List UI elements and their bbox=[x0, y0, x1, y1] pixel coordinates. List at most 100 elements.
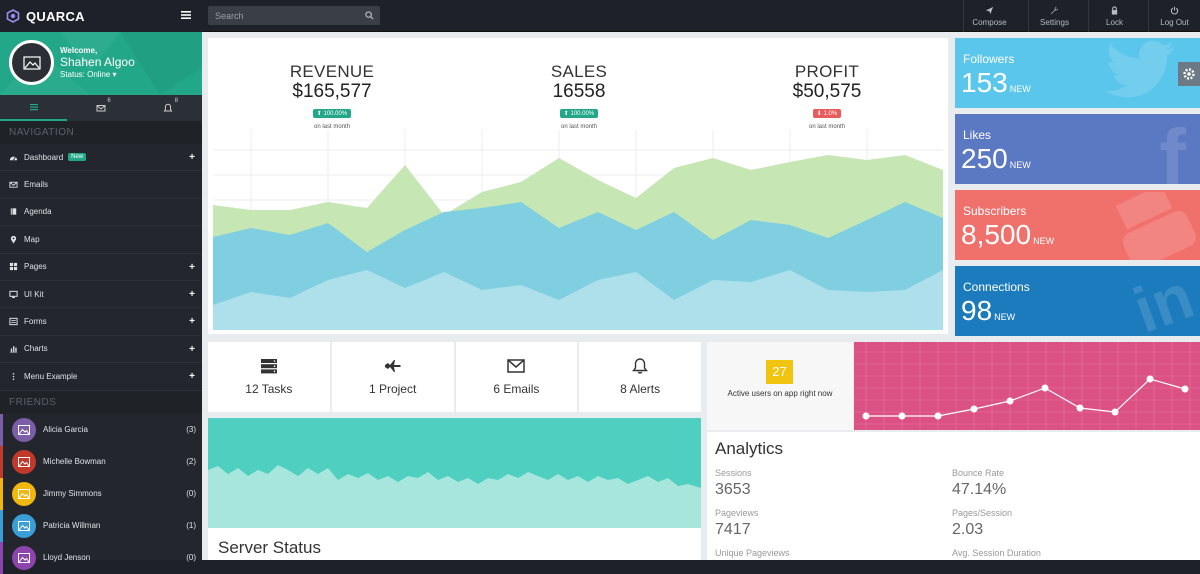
plus-icon[interactable]: + bbox=[189, 261, 195, 273]
friend-count: (2) bbox=[186, 457, 196, 467]
stat-title: PROFIT bbox=[794, 62, 860, 81]
tasks-tile[interactable]: 12 Tasks bbox=[208, 342, 330, 412]
jet-icon bbox=[384, 360, 401, 372]
plus-icon[interactable]: + bbox=[189, 371, 195, 383]
pages-icon bbox=[9, 263, 18, 271]
compose-button[interactable]: Compose bbox=[963, 0, 1015, 32]
area-series-lightblue bbox=[213, 270, 943, 330]
change-value: 1.0% bbox=[823, 111, 838, 117]
map-marker-icon bbox=[10, 235, 17, 244]
activity-line bbox=[866, 378, 1186, 417]
bounce-rate-label: Bounce Rate bbox=[952, 468, 1005, 478]
data-point[interactable] bbox=[1111, 408, 1119, 416]
sidebar-item-dashboard[interactable]: Dashboard New + bbox=[0, 144, 202, 172]
active-users-count: 27 bbox=[766, 360, 793, 384]
data-point[interactable] bbox=[862, 412, 870, 420]
sidebar-item-menu-example[interactable]: Menu Example + bbox=[0, 363, 202, 391]
brand[interactable]: QUARCA bbox=[0, 0, 202, 32]
sidebar-item-label: Menu Example bbox=[24, 371, 78, 381]
plus-icon[interactable]: + bbox=[189, 343, 195, 355]
data-point[interactable] bbox=[1076, 404, 1084, 412]
likes-card[interactable]: f Likes 250 NEW bbox=[955, 114, 1200, 184]
data-point[interactable] bbox=[1006, 397, 1014, 405]
image-icon bbox=[18, 552, 30, 563]
pageviews-label: Pageviews bbox=[715, 508, 759, 518]
tab-navigation[interactable] bbox=[0, 95, 68, 121]
friend-item[interactable]: Patricia Willman (1) bbox=[0, 509, 202, 542]
search-box bbox=[208, 6, 380, 25]
friend-item[interactable]: Alicia Garcia (3) bbox=[0, 413, 202, 446]
social-value-wrap: 8,500 NEW bbox=[961, 220, 1054, 256]
data-point[interactable] bbox=[934, 412, 942, 420]
plus-icon[interactable]: + bbox=[189, 316, 195, 328]
caret-down-icon: ▾ bbox=[112, 70, 117, 79]
alerts-tile[interactable]: 8 Alerts bbox=[579, 342, 701, 412]
friend-count: (3) bbox=[186, 425, 196, 435]
server-status-chart bbox=[208, 418, 701, 528]
data-point[interactable] bbox=[1181, 385, 1189, 393]
sidebar-item-agenda[interactable]: Agenda bbox=[0, 199, 202, 227]
menu-toggle-icon[interactable] bbox=[180, 9, 192, 21]
subscribers-card[interactable]: Subscribers 8,500 NEW bbox=[955, 190, 1200, 260]
pages-session-label: Pages/Session bbox=[952, 508, 1013, 518]
tab-notifications[interactable]: 8 bbox=[135, 95, 202, 121]
friend-count: (0) bbox=[186, 553, 196, 563]
image-icon bbox=[18, 488, 30, 499]
followers-card[interactable]: Followers 153 NEW bbox=[955, 38, 1200, 108]
search-icon[interactable] bbox=[365, 11, 374, 20]
data-point[interactable] bbox=[898, 412, 906, 420]
image-icon bbox=[22, 55, 41, 70]
book-icon bbox=[10, 208, 17, 216]
friend-item[interactable]: Jimmy Simmons (0) bbox=[0, 477, 202, 510]
settings-gear-button[interactable] bbox=[1178, 62, 1200, 86]
lock-button[interactable]: Lock bbox=[1088, 0, 1140, 32]
connections-card[interactable]: in Connections 98 NEW bbox=[955, 266, 1200, 336]
logout-button[interactable]: Log Out bbox=[1148, 0, 1200, 32]
data-point[interactable] bbox=[1041, 384, 1049, 392]
revenue-stat: REVENUE $165,577 ⬆ 100.00% on last month bbox=[272, 62, 392, 130]
friend-name: Jimmy Simmons bbox=[43, 489, 102, 499]
friend-name: Lloyd Jenson bbox=[43, 553, 91, 563]
plus-icon[interactable]: + bbox=[189, 288, 195, 300]
sidebar-item-map[interactable]: Map bbox=[0, 226, 202, 254]
social-value-wrap: 250 NEW bbox=[961, 144, 1031, 180]
arrow-up-icon: ⬆ bbox=[563, 111, 569, 117]
tab-messages[interactable]: 6 bbox=[67, 95, 134, 121]
avatar[interactable] bbox=[9, 40, 54, 85]
friend-item[interactable]: Michelle Bowman (2) bbox=[0, 445, 202, 478]
status-text: Status: Online bbox=[60, 70, 111, 79]
status-dropdown[interactable]: Status: Online ▾ bbox=[60, 70, 117, 79]
bell-icon bbox=[632, 358, 649, 374]
stat-title: SALES bbox=[550, 62, 608, 81]
friend-item[interactable]: Lloyd Jenson (0) bbox=[0, 541, 202, 574]
settings-button[interactable]: Settings bbox=[1028, 0, 1080, 32]
friend-avatar bbox=[12, 481, 36, 506]
friend-name: Patricia Willman bbox=[43, 521, 101, 531]
social-label: Connections bbox=[963, 280, 1030, 294]
youtube-icon bbox=[1115, 192, 1196, 260]
sidebar-item-forms[interactable]: Forms + bbox=[0, 308, 202, 336]
project-tile[interactable]: 1 Project bbox=[331, 342, 454, 412]
social-suffix: NEW bbox=[1009, 84, 1031, 94]
friend-name: Alicia Garcia bbox=[43, 425, 88, 435]
data-point[interactable] bbox=[1146, 375, 1154, 383]
arrow-down-icon: ⬇ bbox=[816, 111, 822, 117]
sessions-label: Sessions bbox=[715, 468, 752, 478]
sidebar-item-pages[interactable]: Pages + bbox=[0, 254, 202, 281]
sidebar-item-label: Dashboard bbox=[24, 152, 64, 162]
data-point[interactable] bbox=[970, 405, 978, 413]
friend-count: (1) bbox=[186, 521, 196, 531]
sidebar-item-emails[interactable]: Emails bbox=[0, 171, 202, 199]
friends-heading: FRIENDS bbox=[0, 390, 202, 414]
sidebar-item-charts[interactable]: Charts + bbox=[0, 336, 202, 364]
plus-icon[interactable]: + bbox=[189, 152, 195, 163]
friend-avatar bbox=[12, 513, 36, 538]
sidebar-item-ui-kit[interactable]: UI Kit + bbox=[0, 281, 202, 309]
emails-tile[interactable]: 6 Emails bbox=[455, 342, 578, 412]
server-status-title: Server Status bbox=[218, 538, 321, 557]
search-input[interactable] bbox=[208, 10, 358, 21]
server-load-area bbox=[208, 465, 701, 528]
change-value: 100.00% bbox=[323, 111, 348, 117]
friend-count: (0) bbox=[186, 489, 196, 499]
active-users-panel: 27 Active users on app right now bbox=[707, 342, 853, 430]
